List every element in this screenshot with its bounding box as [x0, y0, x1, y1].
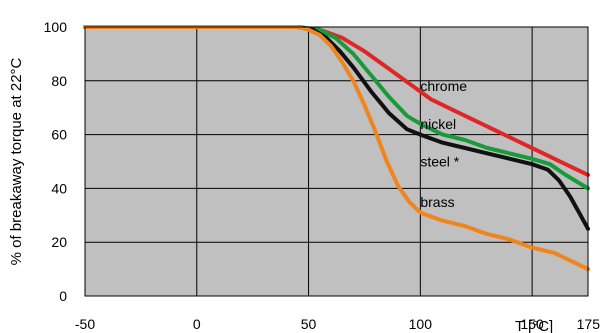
y-tick-label: 20 — [51, 234, 67, 250]
y-tick-labels: 0 20 40 60 80 100 — [44, 19, 68, 304]
plot-border — [84, 26, 589, 297]
series-line-steel — [83, 25, 590, 231]
series-line-nickel — [83, 25, 590, 191]
x-tick-label: 0 — [193, 316, 201, 332]
series-label-chrome: chrome — [420, 78, 467, 94]
series-lines — [83, 25, 590, 272]
y-tick-label: 80 — [51, 73, 67, 89]
series-label-nickel: nickel — [420, 116, 456, 132]
x-tick-label: -50 — [75, 316, 95, 332]
x-tick-label: 100 — [409, 316, 433, 332]
y-axis-title: % of breakaway torque at 22°C — [8, 57, 25, 265]
x-tick-label: 50 — [301, 316, 317, 332]
y-tick-label: 60 — [51, 127, 67, 143]
y-tick-label: 0 — [59, 288, 67, 304]
series-labels: chrome nickel steel * brass — [420, 78, 467, 210]
series-label-steel: steel * — [420, 154, 459, 170]
y-tick-label: 40 — [51, 180, 67, 196]
series-label-brass: brass — [420, 194, 454, 210]
x-tick-label: 175 — [577, 316, 601, 332]
plot-background — [85, 27, 588, 296]
y-tick-label: 100 — [44, 19, 68, 35]
x-axis-title: T [°C] — [515, 318, 553, 333]
series-line-brass — [83, 25, 590, 272]
x-tick-label: 150 — [520, 316, 544, 332]
x-tick-labels: -50 0 50 100 150 175 — [75, 316, 600, 332]
